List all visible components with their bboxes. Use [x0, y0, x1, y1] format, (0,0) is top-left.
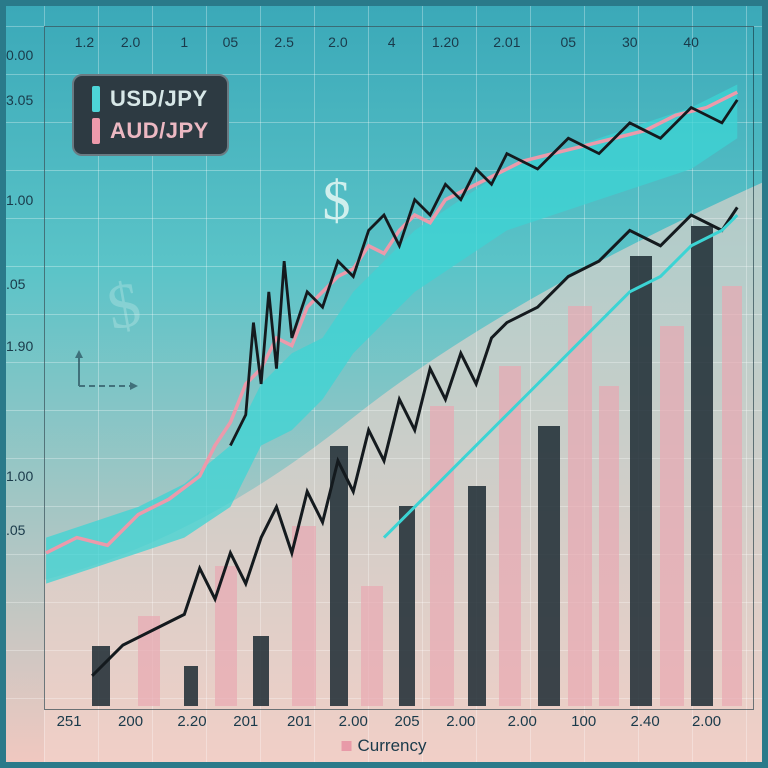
x-tick-label-top: 1.2 — [75, 34, 94, 50]
x-tick-label-bottom: 251 — [57, 713, 82, 730]
x-tick-label-bottom: 2.00 — [508, 713, 537, 730]
y-tick-label: 1.00 — [6, 468, 33, 484]
x-tick-label-bottom: 2.40 — [631, 713, 660, 730]
x-tick-label-bottom: 2.00 — [446, 713, 475, 730]
y-tick-label: 1.00 — [6, 192, 33, 208]
x-axis-title: Currency — [342, 736, 427, 756]
x-tick-label-bottom: 100 — [571, 713, 596, 730]
x-tick-label-bottom: 201 — [233, 713, 258, 730]
y-tick-label: 3.05 — [6, 92, 33, 108]
x-tick-label-top: 05 — [223, 34, 239, 50]
x-tick-label-bottom: 205 — [395, 713, 420, 730]
legend-item: AUD/JPY — [92, 118, 209, 144]
currency-chart: 0.003.051.00.051.901.00.05 1.22.01052.52… — [0, 0, 768, 768]
x-axis-marker — [342, 741, 352, 751]
y-tick-label: .05 — [6, 522, 25, 538]
x-tick-label-top: 2.01 — [493, 34, 520, 50]
x-tick-label-top: 2.0 — [328, 34, 347, 50]
x-tick-label-top: 2.5 — [274, 34, 293, 50]
legend-swatch — [92, 118, 100, 144]
x-tick-label-top: 4 — [388, 34, 396, 50]
x-axis-title-text: Currency — [358, 736, 427, 756]
arrow-icon — [69, 346, 149, 396]
x-tick-label-bottom: 201 — [287, 713, 312, 730]
y-tick-label: 1.90 — [6, 338, 33, 354]
y-tick-label: .05 — [6, 276, 25, 292]
dollar-icon: $ — [323, 169, 351, 233]
x-tick-label-bottom: 2.00 — [339, 713, 368, 730]
legend-label: AUD/JPY — [110, 118, 209, 144]
x-tick-label-top: 2.0 — [121, 34, 140, 50]
x-tick-label-bottom: 2.00 — [692, 713, 721, 730]
x-tick-label-top: 30 — [622, 34, 638, 50]
legend-label: USD/JPY — [110, 86, 208, 112]
x-tick-label-top: 1 — [180, 34, 188, 50]
x-tick-label-top: 05 — [561, 34, 577, 50]
legend-item: USD/JPY — [92, 86, 209, 112]
legend-swatch — [92, 86, 100, 112]
y-tick-label: 0.00 — [6, 47, 33, 63]
x-tick-label-top: 40 — [683, 34, 699, 50]
legend: USD/JPY AUD/JPY — [72, 74, 229, 156]
x-tick-label-top: 1.20 — [432, 34, 459, 50]
x-tick-label-bottom: 2.20 — [177, 713, 206, 730]
x-tick-label-bottom: 200 — [118, 713, 143, 730]
